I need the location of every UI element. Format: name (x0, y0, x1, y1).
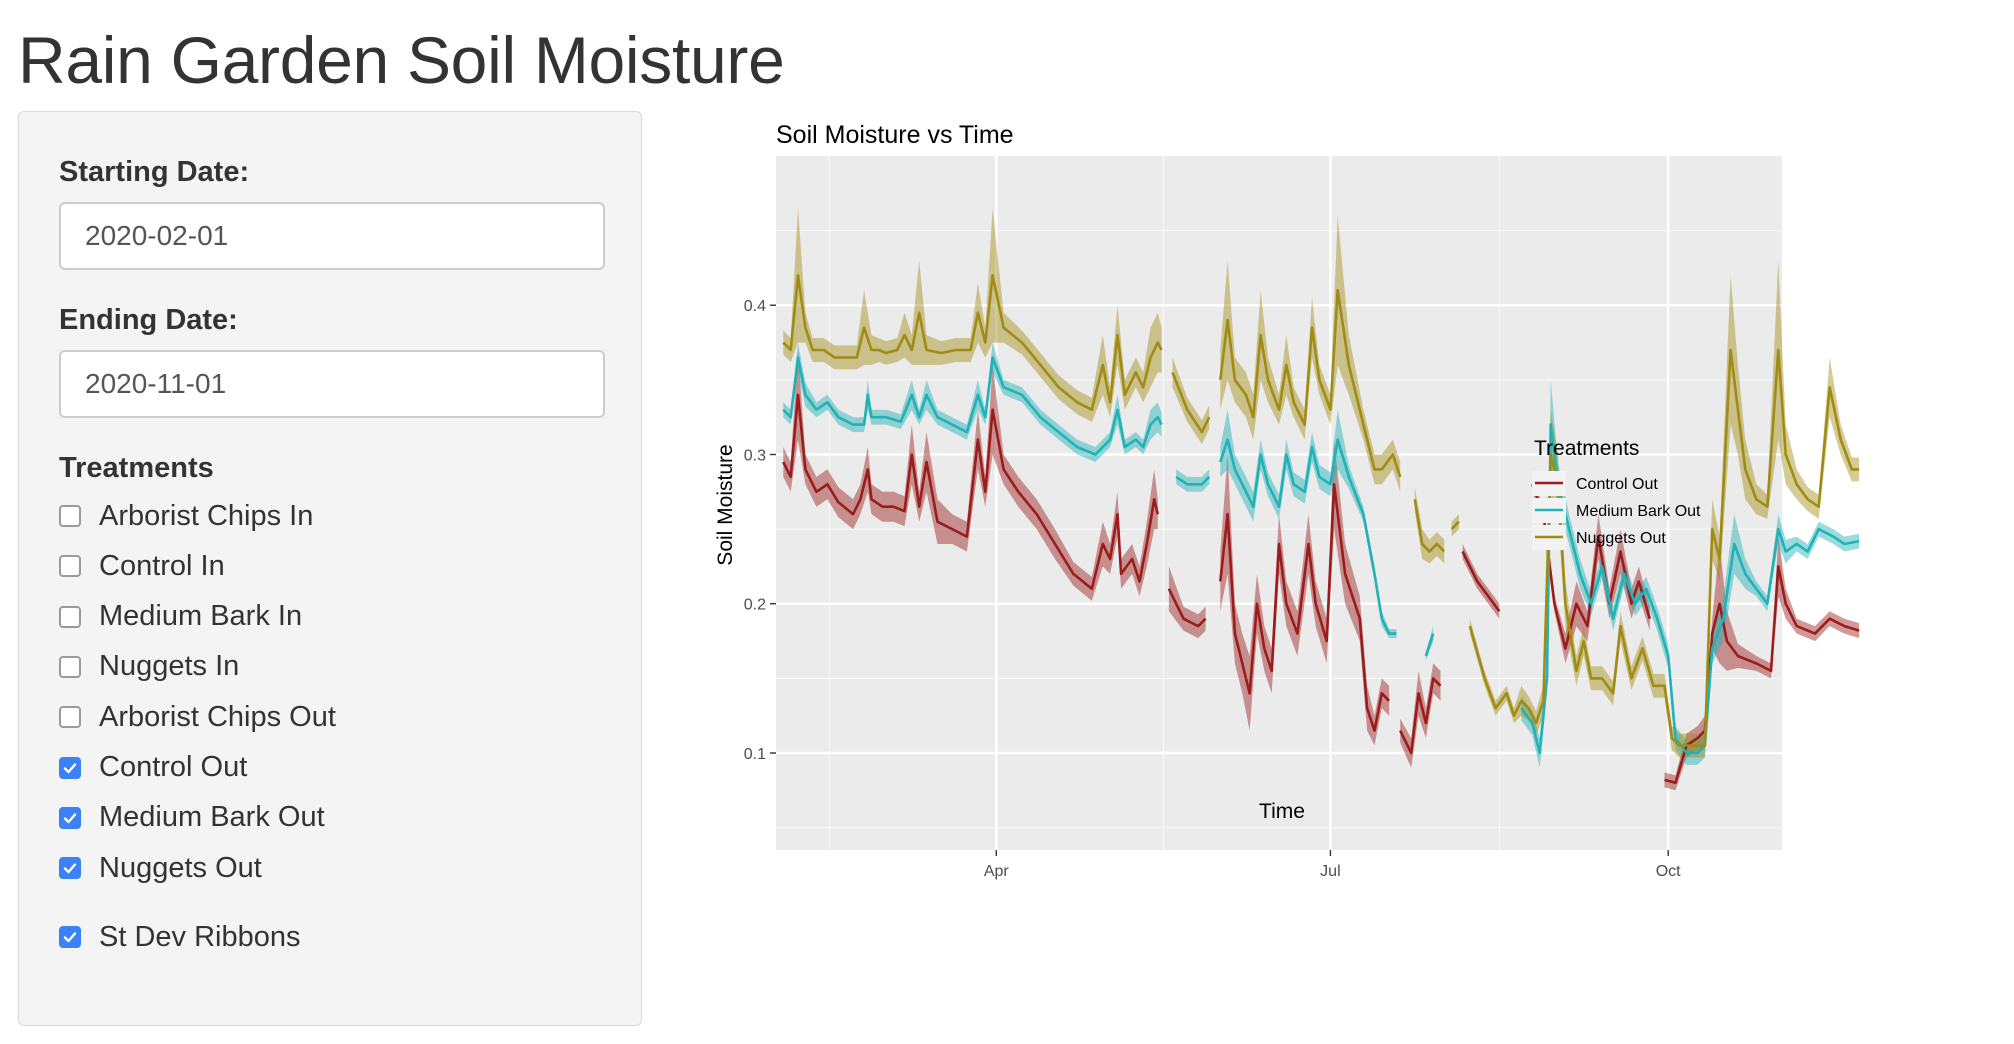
chart-title: Soil Moisture vs Time (776, 121, 1014, 149)
checkbox-box[interactable] (59, 857, 81, 880)
checkbox-box[interactable] (59, 605, 81, 628)
ribbon-medium-bark-out (783, 342, 1162, 462)
line-nuggets-out (782, 274, 1163, 412)
checkbox-box[interactable] (59, 806, 81, 829)
ribbon-control-out (1664, 536, 1860, 791)
ending-date-label: Ending Date: (59, 304, 238, 336)
soil-moisture-chart: Soil Moisture vs Time 0.1 0.2 0.3 0.4 Apr Ju… (714, 121, 1860, 880)
checkbox-box[interactable] (59, 756, 81, 779)
y-tick-label: 0.4 (744, 298, 766, 315)
grid-minor (776, 156, 1782, 850)
checkbox-box[interactable] (59, 926, 81, 948)
line-nuggets-out (1413, 499, 1446, 553)
x-axis-title: Time (1259, 800, 1305, 823)
treatment-checkbox-control-in[interactable]: Control In (59, 546, 225, 586)
checkbox-box[interactable] (59, 655, 81, 678)
treatment-label: Arborist Chips Out (99, 700, 336, 733)
treatments-label: Treatments (59, 452, 214, 484)
treatment-label: Arborist Chips In (99, 499, 314, 532)
y-tick-label: 0.2 (744, 597, 766, 614)
line-control-out (1399, 677, 1442, 755)
checkbox-box[interactable] (59, 555, 81, 578)
chart-legend: Treatments Control Out Medium Bark Out Nug… (1532, 437, 1701, 550)
grid-major (776, 156, 1782, 850)
line-nuggets-out (1219, 289, 1402, 478)
ribbon-control-out (1220, 439, 1390, 746)
line-control-out (1219, 482, 1391, 732)
series-lines (782, 274, 1860, 785)
line-control-out (1461, 550, 1501, 612)
ribbon-nuggets-out (1172, 357, 1210, 444)
starting-date-input[interactable] (59, 202, 605, 270)
treatment-label: Medium Bark Out (99, 801, 325, 834)
ribbon-nuggets-out (783, 208, 1162, 422)
x-axis: Apr Jul Oct (984, 850, 1681, 880)
x-tick-label: Oct (1656, 863, 1681, 880)
treatment-label: Control In (99, 549, 225, 582)
ribbon-control-out (783, 350, 1158, 601)
line-medium-bark-out (1424, 633, 1435, 657)
sidebar-panel: Starting Date: Ending Date: Treatments A… (18, 111, 642, 1026)
line-medium-bark-out (1175, 475, 1211, 486)
ribbon-control-out (1532, 476, 1650, 664)
treatment-checkbox-arborist-chips-out[interactable]: Arborist Chips Out (59, 697, 336, 737)
line-nuggets-out (1171, 371, 1211, 434)
ending-date-input[interactable] (59, 350, 605, 418)
checkbox-box[interactable] (59, 706, 81, 729)
ribbon-nuggets-out (1469, 260, 1860, 758)
st-dev-ribbons-checkbox[interactable]: St Dev Ribbons (59, 917, 301, 957)
check-icon (63, 863, 77, 874)
page-title: Rain Garden Soil Moisture (18, 23, 785, 97)
treatment-label: Nuggets Out (99, 851, 262, 884)
treatment-checkbox-nuggets-in[interactable]: Nuggets In (59, 647, 239, 687)
treatment-checkbox-medium-bark-in[interactable]: Medium Bark In (59, 597, 302, 637)
line-control-out (1664, 565, 1860, 785)
ribbon-medium-bark-out (1176, 469, 1210, 492)
line-medium-bark-out (1219, 438, 1397, 635)
check-icon (63, 813, 77, 823)
line-control-out (1167, 588, 1207, 628)
line-medium-bark-out (782, 356, 1163, 456)
legend-label: Nuggets Out (1576, 530, 1666, 547)
st-dev-ribbons-label: St Dev Ribbons (99, 920, 301, 953)
treatment-label: Medium Bark In (99, 600, 303, 633)
line-control-out (782, 393, 1160, 591)
legend-label: Control Out (1576, 476, 1658, 493)
starting-date-label: Starting Date: (59, 156, 250, 188)
treatment-checkbox-control-out[interactable]: Control Out (59, 748, 247, 788)
y-axis: 0.1 0.2 0.3 0.4 (744, 298, 776, 763)
ribbon-control-out (1168, 566, 1206, 639)
check-icon (63, 762, 77, 773)
treatment-checkbox-arborist-chips-in[interactable]: Arborist Chips In (59, 496, 313, 536)
y-tick-label: 0.3 (744, 447, 766, 464)
y-tick-label: 0.1 (744, 746, 766, 763)
y-axis-title: Soil Moisture (714, 444, 737, 565)
check-icon (63, 932, 77, 943)
treatment-label: Control Out (99, 751, 248, 783)
treatment-checkbox-nuggets-out[interactable]: Nuggets Out (59, 848, 262, 888)
line-nuggets-out (1468, 348, 1860, 747)
x-tick-label: Apr (984, 863, 1010, 880)
x-tick-label: Jul (1320, 863, 1340, 880)
treatment-checkbox-medium-bark-out[interactable]: Medium Bark Out (59, 798, 325, 838)
legend-label: Medium Bark Out (1576, 503, 1701, 520)
checkbox-box[interactable] (59, 505, 81, 527)
treatment-label: Nuggets In (99, 650, 240, 683)
line-nuggets-out (1450, 520, 1460, 531)
legend-title: Treatments (1534, 437, 1639, 460)
